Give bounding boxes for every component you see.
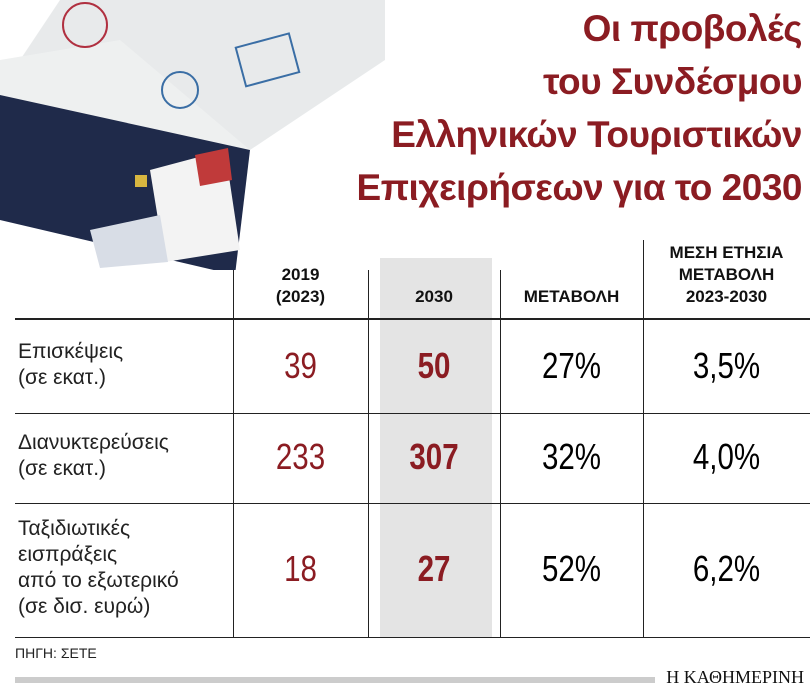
cell: 52%: [541, 548, 602, 589]
header-line: ΜΕΤΑΒΟΛΗ: [523, 287, 620, 306]
cell: 32%: [541, 436, 602, 477]
cell: 39: [284, 344, 317, 386]
header-line: 2030: [415, 287, 453, 306]
passport-illustration: [0, 0, 385, 270]
header-line: 2019: [281, 265, 320, 284]
cell: 4,0%: [692, 436, 761, 477]
title-line: Επιχειρήσεων για το 2030: [356, 167, 803, 208]
rule: [15, 637, 810, 638]
divider: [500, 270, 501, 637]
divider: [643, 240, 644, 637]
cell: 233: [275, 436, 326, 477]
cell: 18: [284, 548, 317, 589]
header-line: ΜΕΣΗ ΕΤΗΣΙΑ: [669, 243, 784, 262]
label-line: από το εξωτερικό: [18, 569, 179, 592]
source: ΠΗΓΗ: ΣΕΤΕ: [15, 645, 97, 661]
footer-bar: [15, 677, 655, 683]
label-line: Διανυκτερεύσεις: [18, 431, 169, 454]
cell: 307: [409, 436, 459, 477]
cell: 6,2%: [692, 548, 761, 589]
title: Οι προβολές του Συνδέσμου Ελληνικών Τουρισ…: [356, 2, 803, 214]
header-line: (2023): [275, 287, 326, 306]
column-header: 2019 (2023): [233, 264, 368, 308]
header-line: 2023-2030: [685, 287, 768, 306]
label-line: (σε εκατ.): [18, 365, 107, 389]
row-label: Επισκέψεις (σε εκατ.): [18, 339, 123, 391]
label-line: (σε εκατ.): [18, 457, 107, 480]
divider: [368, 270, 369, 637]
row-label: Διανυκτερεύσεις (σε εκατ.): [18, 430, 169, 482]
row-label: Ταξιδιωτικές εισπράξεις από το εξωτερικό (σ…: [18, 516, 179, 620]
label-line: Επισκέψεις: [18, 339, 124, 363]
highlight-column: [380, 258, 492, 637]
label-line: (σε δισ. ευρώ): [18, 595, 151, 618]
header-line: ΜΕΤΑΒΟΛΗ: [678, 265, 775, 284]
title-line: του Συνδέσμου: [543, 61, 802, 102]
column-header: ΜΕΣΗ ΕΤΗΣΙΑ ΜΕΤΑΒΟΛΗ 2023-2030: [643, 242, 810, 308]
divider: [233, 270, 234, 637]
rule: [15, 318, 810, 320]
column-header: 2030: [368, 286, 500, 308]
title-line: Οι προβολές: [582, 8, 803, 49]
rule: [15, 503, 810, 504]
title-line: Ελληνικών Τουριστικών: [391, 114, 802, 155]
rule: [15, 413, 810, 414]
cell: 27: [417, 548, 451, 589]
label-line: εισπράξεις: [18, 543, 118, 566]
cell: 3,5%: [692, 344, 761, 386]
brand: Η ΚΑΘΗΜΕΡΙΝΗ: [666, 667, 804, 687]
cell: 27%: [541, 344, 602, 386]
cell: 50: [417, 344, 451, 386]
column-header: ΜΕΤΑΒΟΛΗ: [500, 286, 643, 308]
label-line: Ταξιδιωτικές: [18, 517, 131, 540]
